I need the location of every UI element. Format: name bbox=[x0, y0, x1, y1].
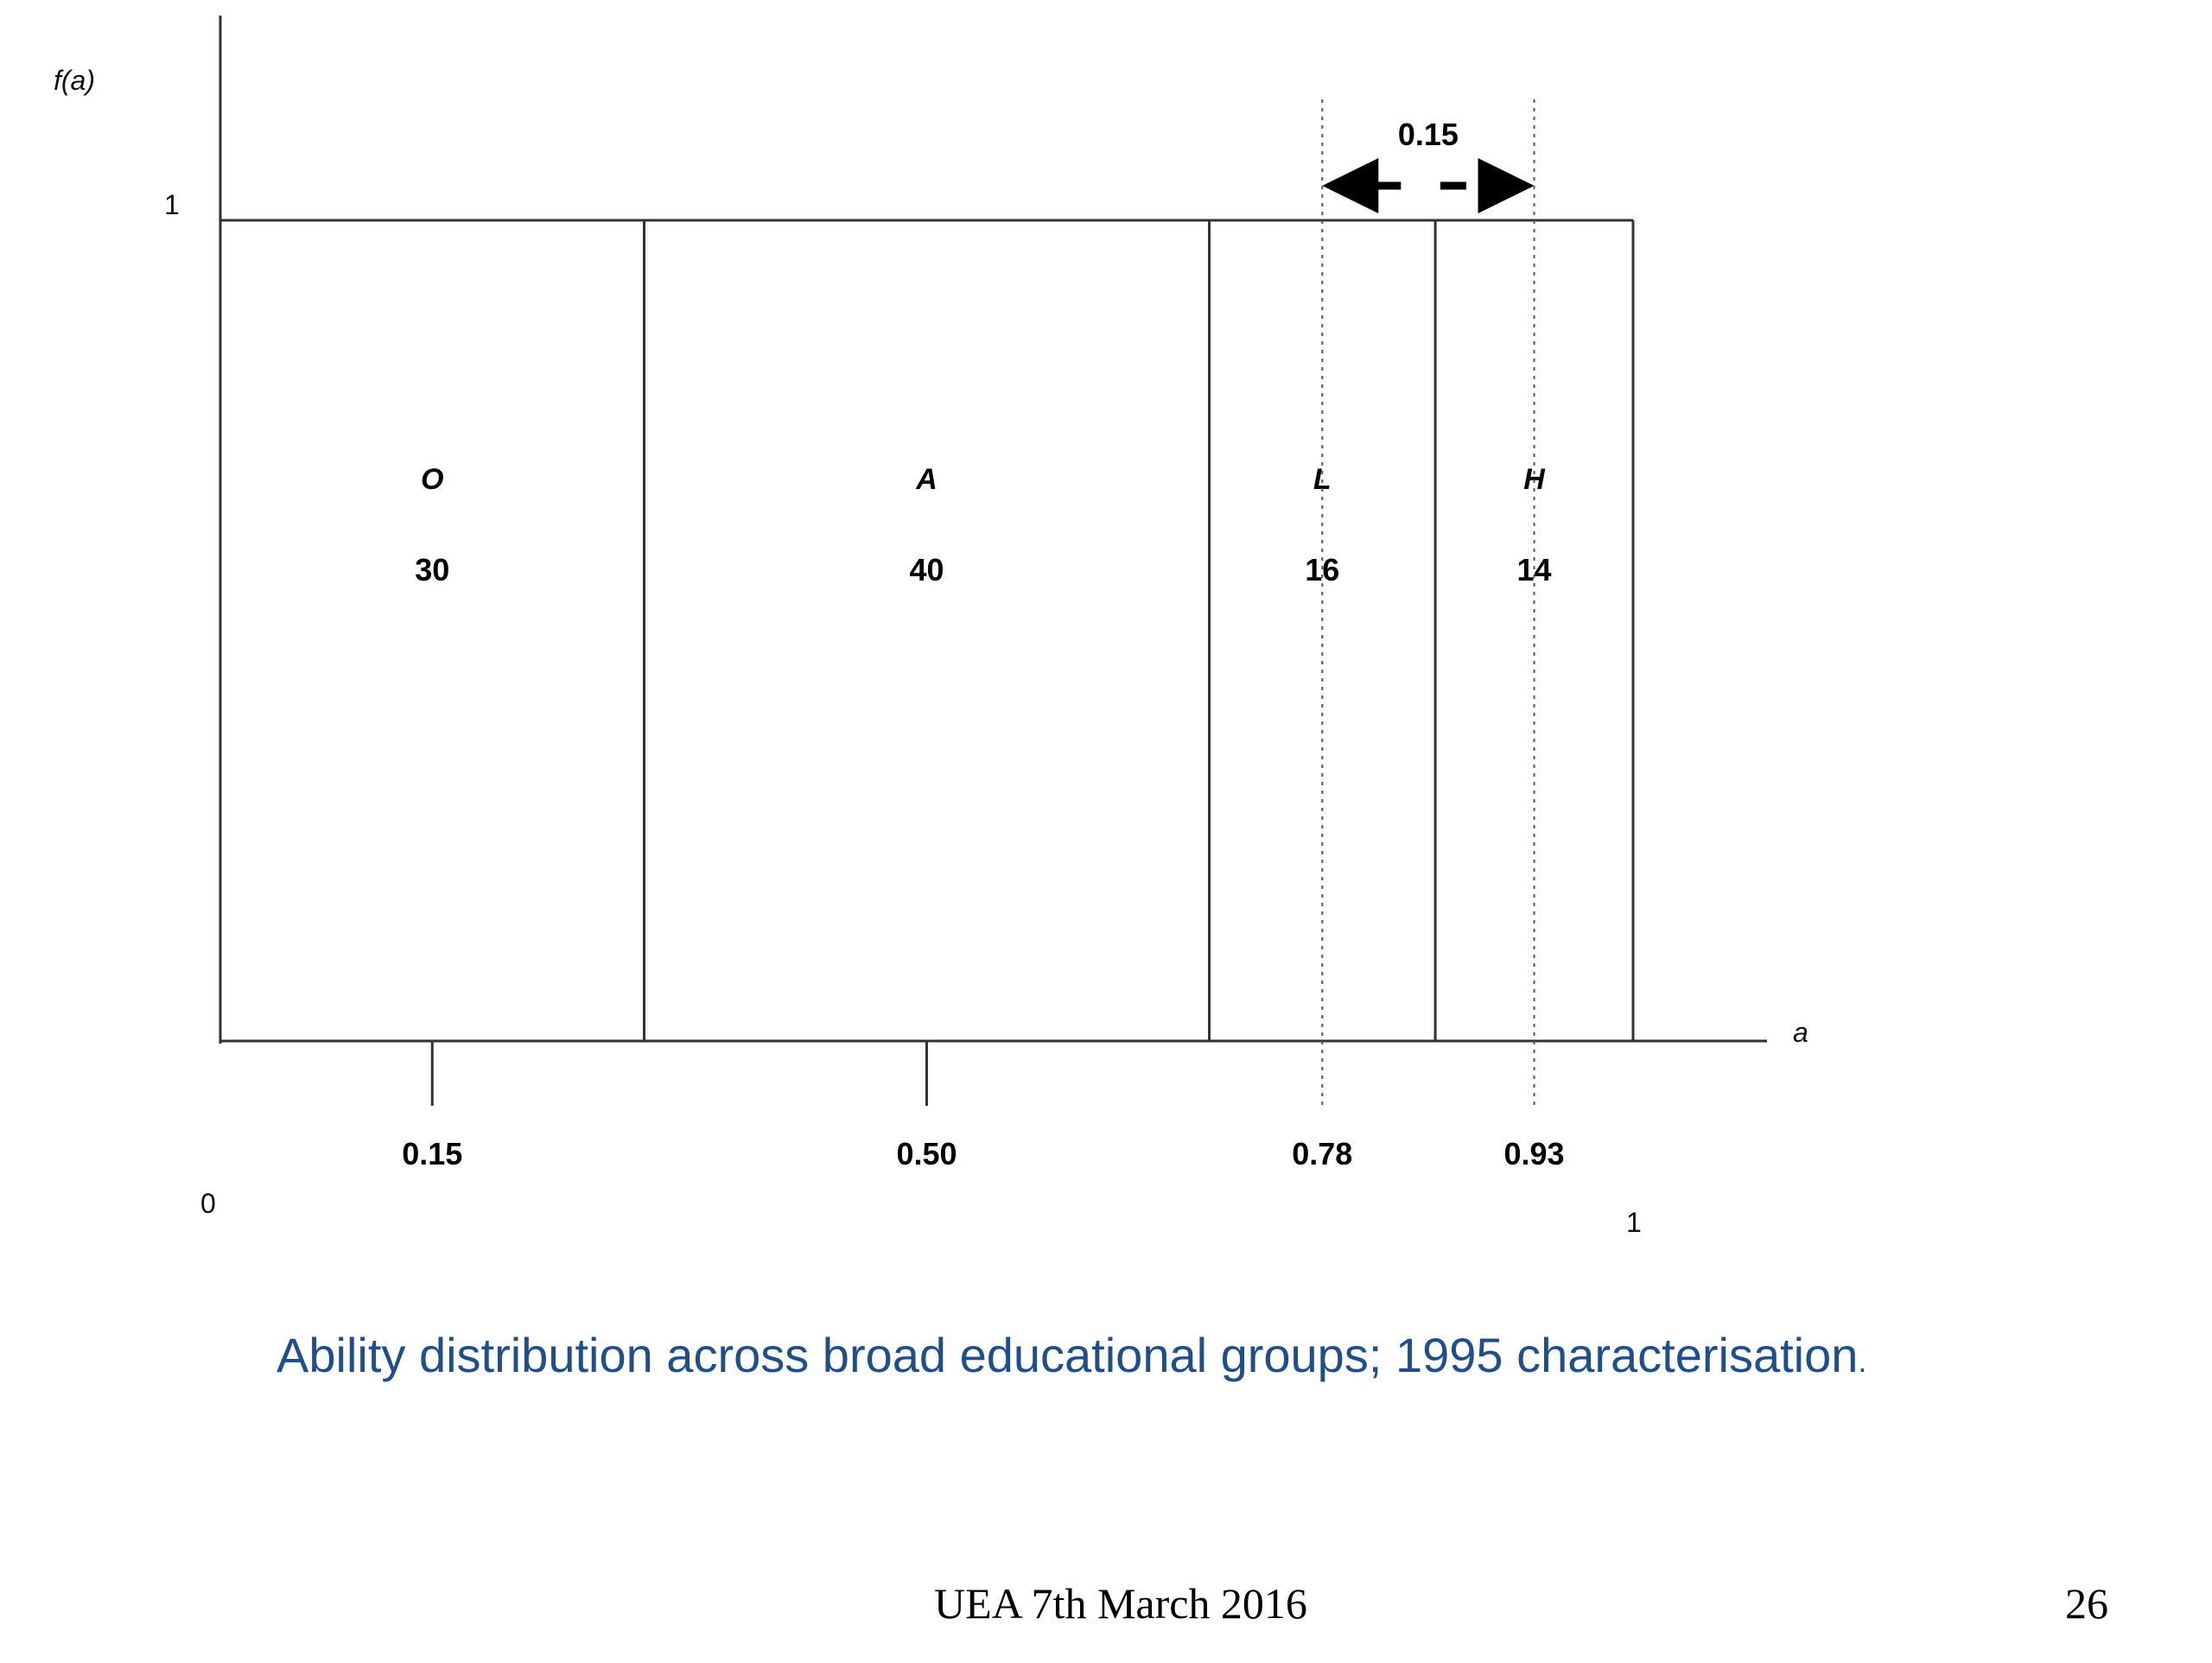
span-annotation: 0.15 bbox=[1322, 117, 1535, 213]
caption: Ability distribution across broad educat… bbox=[276, 1328, 1866, 1382]
marker-label-l: 0.78 bbox=[1292, 1136, 1352, 1171]
y-axis-label: f(a) bbox=[54, 65, 95, 96]
x-axis-label: a bbox=[1793, 1017, 1808, 1048]
span-arrowhead-right bbox=[1478, 158, 1535, 213]
page-number: 26 bbox=[2065, 1579, 2108, 1628]
x-end-tick-label: 1 bbox=[1626, 1207, 1642, 1238]
segment-value-o: 30 bbox=[415, 552, 449, 587]
segment-letter-o: O bbox=[421, 463, 443, 496]
marker-label-h: 0.93 bbox=[1504, 1136, 1565, 1171]
marker-label-a: 0.50 bbox=[896, 1136, 957, 1171]
caption-period: . bbox=[1858, 1343, 1866, 1379]
span-arrowhead-left bbox=[1322, 158, 1379, 213]
span-label: 0.15 bbox=[1398, 117, 1459, 152]
caption-text: Ability distribution across broad educat… bbox=[276, 1328, 1858, 1382]
marker-label-o: 0.15 bbox=[402, 1136, 462, 1171]
footer-date: UEA 7th March 2016 bbox=[934, 1579, 1307, 1628]
segment-boundaries bbox=[643, 220, 1635, 1041]
ability-markers: 0.15 0.50 0.78 0.93 bbox=[402, 99, 1565, 1171]
segment-value-a: 40 bbox=[909, 552, 944, 587]
segment-letter-a: A bbox=[915, 463, 938, 496]
y-top-tick-label: 1 bbox=[164, 189, 180, 220]
origin-label: 0 bbox=[200, 1188, 216, 1219]
